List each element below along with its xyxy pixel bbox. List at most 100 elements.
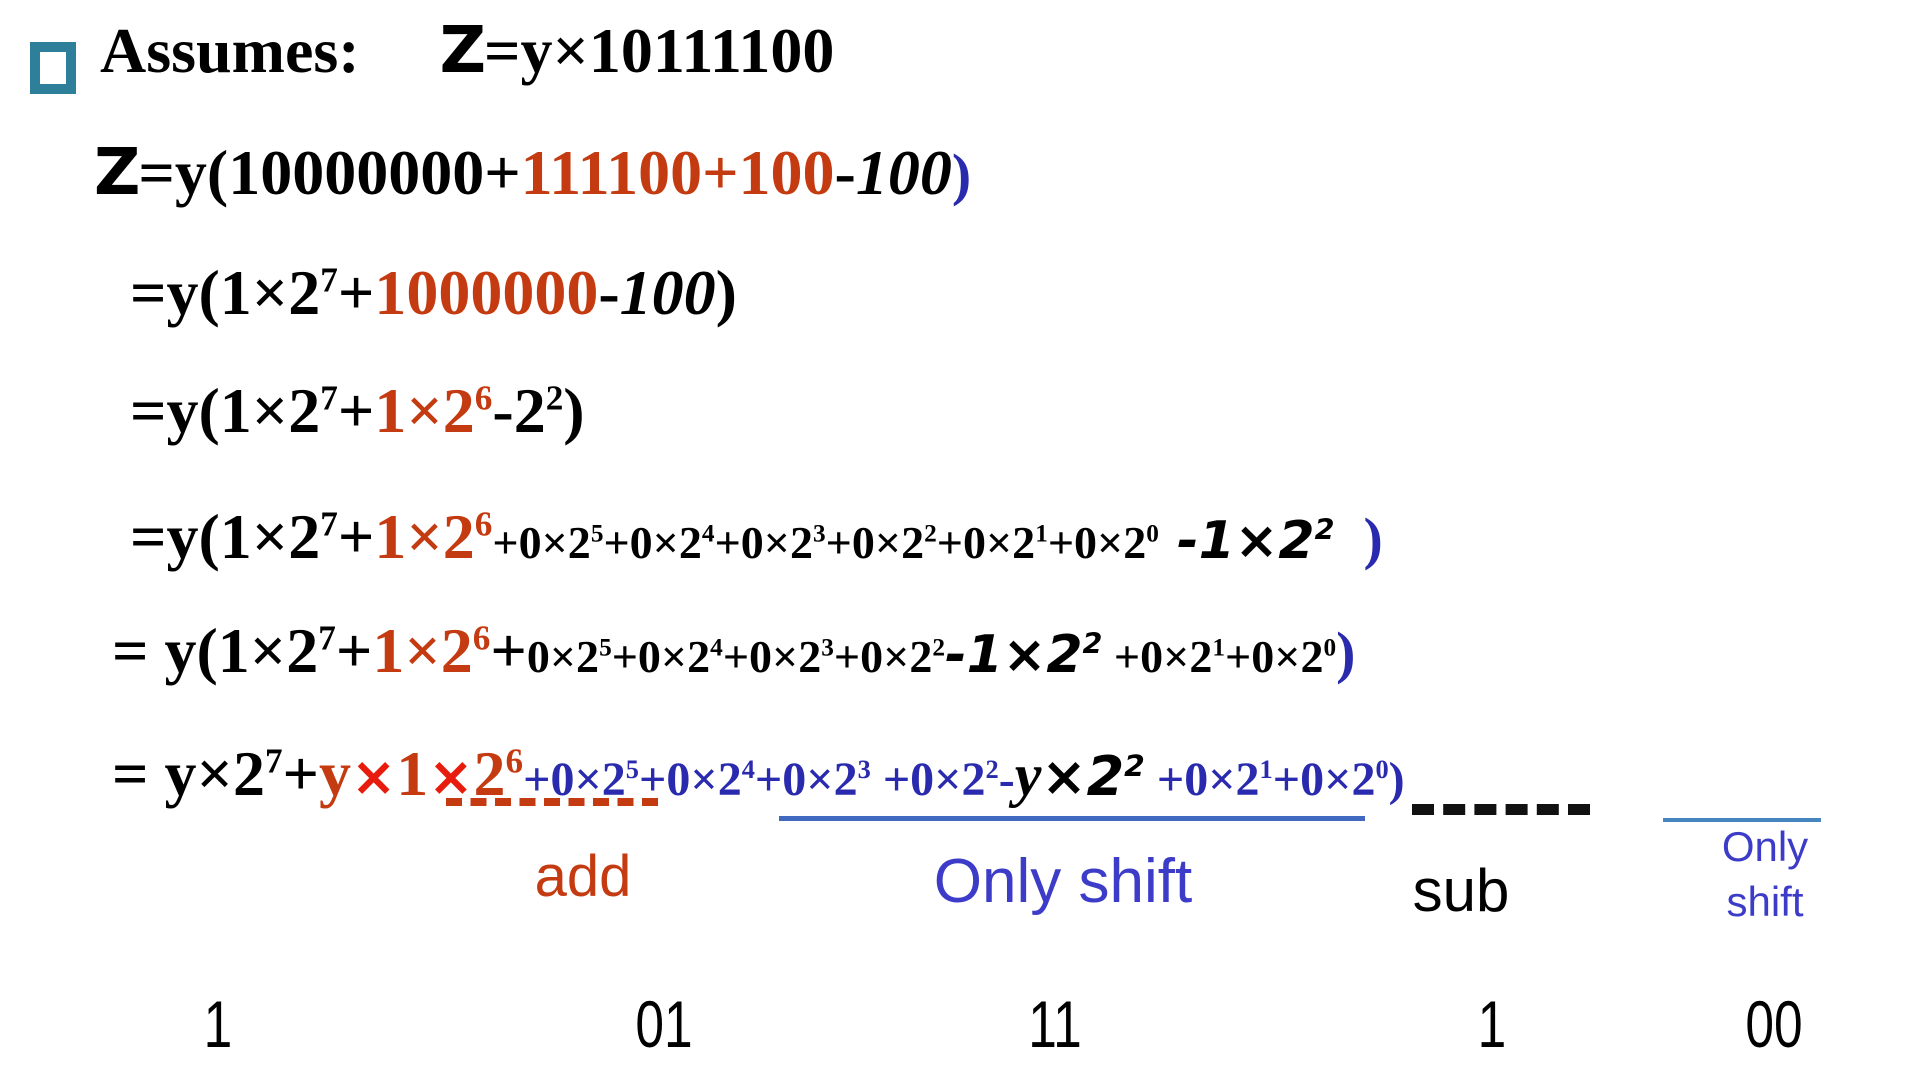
math-segment: 4: [710, 633, 723, 662]
math-segment: -: [998, 753, 1015, 806]
math-segment: 0: [1146, 519, 1159, 548]
math-segment: +: [282, 738, 319, 809]
math-segment: 6: [474, 504, 493, 544]
label-only-shift: Only shift: [933, 847, 1193, 916]
math-segment: +: [335, 615, 373, 686]
math-segment: 1: [1212, 633, 1226, 662]
math-segment: ×: [351, 745, 397, 808]
math-segment: +0×2: [722, 631, 822, 682]
math-segment: 7: [320, 504, 338, 544]
label-sub: sub: [1412, 857, 1510, 924]
math-segment: ): [715, 257, 737, 328]
math-segment: 1: [1035, 519, 1048, 548]
math-segment: +0×2: [523, 753, 626, 806]
math-segment: Z: [94, 136, 140, 210]
equation-line-expansion: Z=y(10000000+111100+100-100): [94, 136, 971, 210]
math-segment: ×2: [1041, 745, 1125, 808]
math-segment: 2: [924, 519, 937, 548]
math-segment: 2: [545, 378, 564, 418]
math-segment: -: [834, 137, 856, 208]
math-segment: 1×2: [374, 375, 475, 446]
math-segment: +0×2: [825, 517, 925, 568]
math-segment: +: [337, 257, 375, 328]
math-segment: -: [598, 257, 620, 328]
math-segment: +0×2: [1225, 631, 1324, 682]
math-segment: 4: [701, 519, 715, 548]
math-segment: Z: [439, 14, 486, 88]
equation-line-reordered: = y(1×27+1×26+0×25+0×24+0×23+0×22-1×22 +…: [112, 614, 1355, 688]
math-segment: ): [951, 142, 972, 207]
math-segment: +0×2: [639, 753, 742, 806]
recoded-bit-group: 11: [1028, 987, 1082, 1061]
math-segment: 7: [320, 378, 338, 418]
math-segment: Assumes:: [100, 15, 360, 86]
equation-line-distributed: = y×27+y×1×26+0×25+0×24+0×23 +0×22-y×22 …: [112, 737, 1405, 811]
blue-solid-underline-shift: [779, 816, 1365, 821]
math-segment: 1×2: [374, 501, 475, 572]
equation-line-power6: =y(1×27+1×26-22): [130, 374, 585, 448]
math-segment: 2: [473, 738, 506, 809]
math-segment: 0×2: [526, 631, 600, 682]
math-segment: 6: [472, 618, 491, 658]
math-segment: +0×2: [1047, 517, 1147, 568]
math-segment: 100: [855, 137, 952, 208]
equation-line-full-terms: =y(1×27+1×26+0×25+0×24+0×23+0×22+0×21+0×…: [130, 500, 1383, 574]
square-bullet-icon: [30, 42, 76, 94]
math-segment: 1: [1259, 754, 1273, 784]
math-segment: =y×10111100: [483, 15, 835, 86]
math-segment: +0×2: [492, 517, 591, 568]
math-segment: 3: [857, 754, 871, 784]
math-segment: 2: [1124, 749, 1145, 784]
math-segment: ): [563, 375, 585, 446]
math-segment: 1000000: [374, 257, 599, 328]
red-dashed-underline: [446, 798, 658, 806]
blue-solid-underline-shift-2: [1663, 818, 1821, 822]
math-segment: =y(1×2: [130, 257, 321, 328]
math-segment: -1×2: [945, 625, 1083, 685]
math-segment: +0×2: [936, 517, 1036, 568]
math-segment: 5: [590, 519, 604, 548]
math-segment: +0×2: [1144, 753, 1260, 806]
math-segment: y: [1014, 742, 1042, 808]
math-segment: ): [1388, 753, 1405, 806]
math-segment: -1×2: [1158, 511, 1315, 571]
math-segment: 5: [625, 754, 639, 784]
math-segment: 111100+100: [520, 137, 835, 208]
math-segment: 0: [1375, 754, 1389, 784]
math-segment: 5: [599, 633, 612, 662]
math-segment: +0×2: [833, 631, 933, 682]
math-segment: +0×2: [870, 753, 986, 806]
math-segment: 4: [741, 754, 755, 784]
recoded-bit-group: 1: [1477, 987, 1507, 1061]
recoded-bit-group: 1: [203, 987, 233, 1061]
math-segment: +: [490, 615, 527, 686]
math-segment: =y(1×2: [130, 375, 321, 446]
math-segment: y: [319, 738, 351, 809]
math-segment: 2: [985, 754, 999, 784]
math-segment: +0×2: [1272, 753, 1376, 806]
math-segment: 2: [932, 633, 945, 662]
math-segment: +0×2: [603, 517, 702, 568]
math-segment: 100: [619, 257, 716, 328]
math-segment: +0×2: [1102, 631, 1213, 682]
label-add: add: [534, 844, 632, 909]
math-segment: +: [337, 375, 375, 446]
label-only-word: Only: [1721, 823, 1809, 870]
math-segment: +0×2: [714, 517, 813, 568]
math-segment: 2: [1082, 626, 1103, 661]
math-segment: = y×2: [112, 738, 265, 809]
math-segment: =y(10000000+: [138, 137, 521, 208]
math-segment: +0×2: [611, 631, 711, 682]
math-segment: ×: [428, 745, 474, 808]
math-segment: -2: [492, 375, 546, 446]
equation-line-power7: =y(1×27+1000000-100): [130, 256, 737, 330]
math-segment: 7: [320, 260, 338, 300]
math-segment: +0×2: [754, 753, 858, 806]
math-segment: [360, 15, 440, 86]
math-segment: ): [1336, 620, 1356, 685]
math-segment: =y(1×2: [130, 501, 321, 572]
math-segment: ): [1334, 506, 1383, 571]
math-segment: 6: [505, 741, 524, 781]
equation-line-assumes: Assumes: Z=y×10111100: [100, 14, 834, 88]
